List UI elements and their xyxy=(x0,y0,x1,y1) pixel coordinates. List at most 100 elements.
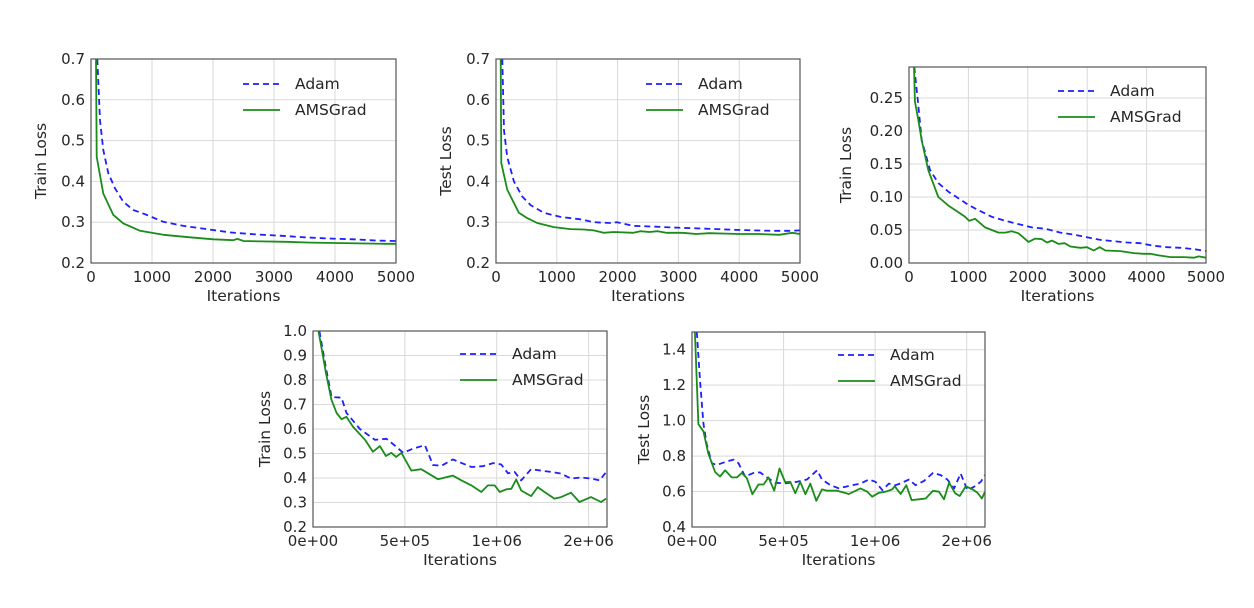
y-tick-label: 0.5 xyxy=(61,132,85,150)
y-tick-label: 0.05 xyxy=(870,221,903,239)
plot-frame xyxy=(495,58,801,264)
y-tick-label: 0.20 xyxy=(870,122,903,140)
y-tick-label: 0.4 xyxy=(61,172,85,190)
y-axis-label: Train Loss xyxy=(32,123,50,200)
x-axis-label: Iterations xyxy=(207,287,281,305)
x-tick-label: 0e+00 xyxy=(667,532,717,550)
y-tick-label: 0.15 xyxy=(870,155,903,173)
series-line-amsgrad xyxy=(317,331,607,503)
x-tick-label: 2000 xyxy=(599,268,637,286)
series-line-adam xyxy=(913,67,1206,252)
x-axis-label: Iterations xyxy=(1021,287,1095,305)
series-line-amsgrad xyxy=(95,59,396,245)
x-tick-label: 5e+05 xyxy=(380,532,430,550)
legend-label-amsgrad: AMSGrad xyxy=(1110,108,1182,126)
x-tick-label: 2e+06 xyxy=(563,532,613,550)
x-tick-label: 1000 xyxy=(949,268,987,286)
x-tick-label: 2000 xyxy=(1009,268,1047,286)
y-tick-label: 1.0 xyxy=(662,412,686,430)
legend: Adam AMSGrad xyxy=(460,345,584,389)
plot-frame xyxy=(312,330,608,528)
y-tick-label: 1.2 xyxy=(662,376,686,394)
y-tick-label: 0.4 xyxy=(662,518,686,536)
x-tick-label: 0 xyxy=(86,268,96,286)
x-tick-label: 2000 xyxy=(194,268,232,286)
y-tick-label: 0.4 xyxy=(283,469,307,487)
y-tick-label: 0.00 xyxy=(870,254,903,272)
legend-label-amsgrad: AMSGrad xyxy=(890,372,962,390)
series-line-amsgrad xyxy=(913,67,1206,259)
x-tick-label: 3000 xyxy=(659,268,697,286)
y-tick-label: 0.4 xyxy=(466,172,490,190)
y-tick-label: 0.7 xyxy=(466,50,490,68)
x-tick-label: 4000 xyxy=(1128,268,1166,286)
y-tick-label: 0.6 xyxy=(61,91,85,109)
y-tick-label: 0.7 xyxy=(283,396,307,414)
x-tick-label: 1e+06 xyxy=(850,532,900,550)
y-tick-label: 0.25 xyxy=(870,89,903,107)
y-tick-label: 0.6 xyxy=(283,420,307,438)
y-tick-label: 0.3 xyxy=(466,213,490,231)
legend-label-amsgrad: AMSGrad xyxy=(698,101,770,119)
y-axis-label: Test Loss xyxy=(635,395,653,465)
subplot-p4: 0e+00 5e+05 1e+06 2e+06 0.2 0.3 0.4 0.5 0.6 0.7 0.… xyxy=(256,322,614,569)
y-tick-label: 0.6 xyxy=(466,91,490,109)
x-tick-label: 1000 xyxy=(538,268,576,286)
series-line-adam xyxy=(318,331,607,482)
y-axis-label: Train Loss xyxy=(256,391,274,468)
legend: Adam AMSGrad xyxy=(838,346,962,390)
x-tick-label: 5000 xyxy=(377,268,415,286)
y-tick-label: 1.0 xyxy=(283,322,307,340)
subplot-p5: 0e+00 5e+05 1e+06 2e+06 0.4 0.6 0.8 1.0 1.2 1.4 It… xyxy=(635,331,992,569)
x-tick-label: 5e+05 xyxy=(758,532,808,550)
legend-label-amsgrad: AMSGrad xyxy=(512,371,584,389)
x-tick-label: 3000 xyxy=(255,268,293,286)
y-tick-label: 0.7 xyxy=(61,50,85,68)
plot-frame xyxy=(908,66,1207,264)
y-axis-label: Train Loss xyxy=(837,127,855,204)
y-tick-label: 0.5 xyxy=(283,445,307,463)
x-tick-label: 2e+06 xyxy=(941,532,991,550)
y-tick-label: 1.4 xyxy=(662,341,686,359)
legend-label-adam: Adam xyxy=(295,75,340,93)
x-tick-label: 4000 xyxy=(316,268,354,286)
legend-label-adam: Adam xyxy=(512,345,557,363)
series-line-amsgrad xyxy=(499,59,800,236)
x-tick-label: 1e+06 xyxy=(472,532,522,550)
y-tick-label: 0.2 xyxy=(466,254,490,272)
x-tick-label: 0 xyxy=(491,268,501,286)
legend-label-adam: Adam xyxy=(890,346,935,364)
x-tick-label: 3000 xyxy=(1068,268,1106,286)
series-line-amsgrad xyxy=(694,332,985,502)
plot-frame xyxy=(90,58,397,264)
y-axis-label: Test Loss xyxy=(437,126,455,196)
y-tick-label: 0.2 xyxy=(283,518,307,536)
y-tick-label: 0.3 xyxy=(61,213,85,231)
y-tick-label: 0.6 xyxy=(662,483,686,501)
legend: Adam AMSGrad xyxy=(1058,82,1182,126)
y-tick-label: 0.8 xyxy=(662,447,686,465)
y-tick-label: 0.3 xyxy=(283,494,307,512)
x-tick-label: 0 xyxy=(904,268,914,286)
subplot-p2: 0 1000 2000 3000 4000 5000 0.2 0.3 0.4 0.5 0.6 0.7 I… xyxy=(437,50,819,305)
legend-label-amsgrad: AMSGrad xyxy=(295,101,367,119)
x-tick-label: 5000 xyxy=(781,268,819,286)
legend-label-adam: Adam xyxy=(698,75,743,93)
plot-frame xyxy=(691,331,986,528)
y-tick-label: 0.8 xyxy=(283,371,307,389)
y-tick-label: 0.9 xyxy=(283,347,307,365)
legend: Adam AMSGrad xyxy=(646,75,770,119)
x-axis-label: Iterations xyxy=(423,551,497,569)
y-tick-label: 0.5 xyxy=(466,132,490,150)
subplot-p3: 0 1000 2000 3000 4000 5000 0.00 0.05 0.10 0.15 0.2… xyxy=(837,66,1225,305)
series-line-adam xyxy=(695,332,985,492)
x-tick-label: 0e+00 xyxy=(288,532,338,550)
subplot-p1: 0 1000 2000 3000 4000 5000 0.2 0.3 0.4 0.5 0.6 0.7 I… xyxy=(32,50,415,305)
y-tick-label: 0.2 xyxy=(61,254,85,272)
y-tick-label: 0.10 xyxy=(870,188,903,206)
legend-label-adam: Adam xyxy=(1110,82,1155,100)
x-tick-label: 1000 xyxy=(133,268,171,286)
x-axis-label: Iterations xyxy=(611,287,685,305)
legend: Adam AMSGrad xyxy=(243,75,367,119)
